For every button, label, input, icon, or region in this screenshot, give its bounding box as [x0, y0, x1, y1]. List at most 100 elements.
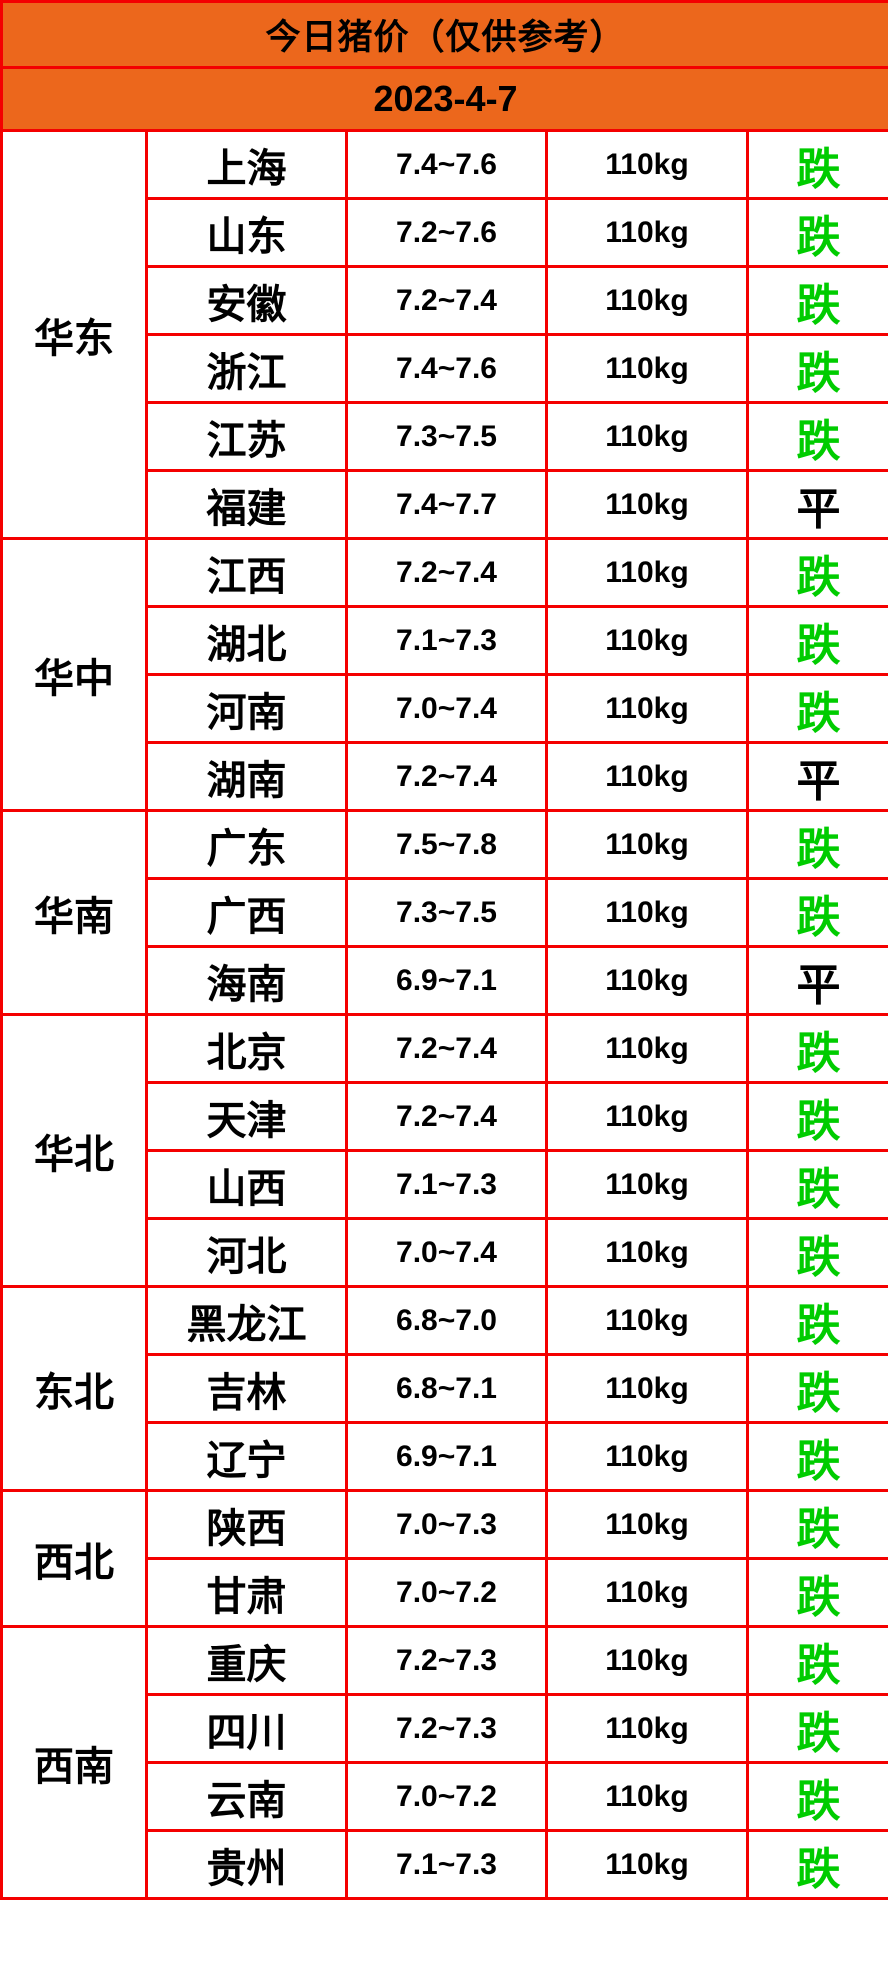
- province-cell: 江苏: [145, 401, 348, 472]
- table-row: 东北 黑龙江 6.8~7.0 110kg 跌: [0, 1285, 888, 1492]
- province-cell: 山东: [145, 197, 348, 268]
- weight-cell: 110kg: [545, 1761, 749, 1832]
- price-cell: 7.3~7.5: [345, 877, 548, 948]
- region-cell: 西北: [0, 1489, 148, 1628]
- region-cell: 西南: [0, 1625, 148, 1900]
- province-cell: 陕西: [145, 1489, 348, 1560]
- table-row: 湖北 7.1~7.3 110kg 跌: [2, 605, 888, 676]
- weight-cell: 110kg: [545, 741, 749, 812]
- status-cell: 跌: [745, 1353, 888, 1424]
- table-row: 江苏 7.3~7.5 110kg 跌: [2, 401, 888, 472]
- table-row: 吉林 6.8~7.1 110kg 跌: [2, 1353, 888, 1424]
- status-cell: 跌: [745, 1625, 888, 1696]
- price-cell: 7.2~7.3: [345, 1625, 548, 1696]
- status-cell: 平: [745, 469, 888, 540]
- weight-cell: 110kg: [545, 469, 749, 540]
- weight-cell: 110kg: [545, 1149, 749, 1220]
- province-cell: 贵州: [145, 1829, 348, 1900]
- price-cell: 6.8~7.1: [345, 1353, 548, 1424]
- region-cell: 东北: [0, 1285, 148, 1492]
- pig-price-table: 今日猪价（仅供参考） 2023-4-7 华东 上海 7.4~7.6 110kg 跌山东 7…: [0, 0, 888, 1900]
- weight-cell: 110kg: [545, 129, 749, 200]
- status-cell: 跌: [745, 1489, 888, 1560]
- weight-cell: 110kg: [545, 1625, 749, 1696]
- province-cell: 海南: [145, 945, 348, 1016]
- region-cell: 华中: [0, 537, 148, 812]
- page-title: 今日猪价（仅供参考）: [0, 0, 888, 69]
- status-cell: 跌: [745, 537, 888, 608]
- table-row: 河北 7.0~7.4 110kg 跌: [2, 1217, 888, 1288]
- price-cell: 6.8~7.0: [345, 1285, 548, 1356]
- status-cell: 跌: [745, 673, 888, 744]
- status-cell: 跌: [745, 1149, 888, 1220]
- price-cell: 7.2~7.4: [345, 265, 548, 336]
- province-cell: 北京: [145, 1013, 348, 1084]
- price-cell: 7.1~7.3: [345, 1829, 548, 1900]
- weight-cell: 110kg: [545, 1557, 749, 1628]
- weight-cell: 110kg: [545, 673, 749, 744]
- table-row: 贵州 7.1~7.3 110kg 跌: [2, 1829, 888, 1900]
- table-row: 山东 7.2~7.6 110kg 跌: [2, 197, 888, 268]
- table-row: 华南 广东 7.5~7.8 110kg 跌: [0, 809, 888, 1016]
- price-cell: 7.0~7.4: [345, 673, 548, 744]
- table-row: 天津 7.2~7.4 110kg 跌: [2, 1081, 888, 1152]
- province-cell: 福建: [145, 469, 348, 540]
- province-cell: 安徽: [145, 265, 348, 336]
- table-row: 广西 7.3~7.5 110kg 跌: [2, 877, 888, 948]
- table-row: 华北 北京 7.2~7.4 110kg 跌: [0, 1013, 888, 1288]
- table-row: 河南 7.0~7.4 110kg 跌: [2, 673, 888, 744]
- province-cell: 云南: [145, 1761, 348, 1832]
- province-cell: 黑龙江: [145, 1285, 348, 1356]
- price-cell: 7.4~7.7: [345, 469, 548, 540]
- province-cell: 湖北: [145, 605, 348, 676]
- table-row: 辽宁 6.9~7.1 110kg 跌: [2, 1421, 888, 1492]
- status-cell: 跌: [745, 1081, 888, 1152]
- status-cell: 跌: [745, 1421, 888, 1492]
- region-cell: 华南: [0, 809, 148, 1016]
- status-cell: 跌: [745, 1761, 888, 1832]
- price-cell: 7.0~7.2: [345, 1557, 548, 1628]
- status-cell: 跌: [745, 877, 888, 948]
- price-cell: 7.2~7.4: [345, 1081, 548, 1152]
- province-cell: 吉林: [145, 1353, 348, 1424]
- status-cell: 跌: [745, 333, 888, 404]
- province-cell: 甘肃: [145, 1557, 348, 1628]
- table-row: 山西 7.1~7.3 110kg 跌: [2, 1149, 888, 1220]
- price-cell: 7.1~7.3: [345, 605, 548, 676]
- table-row: 华东 上海 7.4~7.6 110kg 跌: [0, 129, 888, 540]
- price-cell: 7.0~7.4: [345, 1217, 548, 1288]
- province-cell: 湖南: [145, 741, 348, 812]
- weight-cell: 110kg: [545, 1829, 749, 1900]
- price-cell: 7.2~7.4: [345, 1013, 548, 1084]
- weight-cell: 110kg: [545, 401, 749, 472]
- region-cell: 华东: [0, 129, 148, 540]
- province-cell: 浙江: [145, 333, 348, 404]
- price-cell: 7.2~7.4: [345, 537, 548, 608]
- title-row: 今日猪价（仅供参考）: [0, 0, 888, 69]
- status-cell: 跌: [745, 1285, 888, 1356]
- table-row: 四川 7.2~7.3 110kg 跌: [2, 1693, 888, 1764]
- table-row: 云南 7.0~7.2 110kg 跌: [2, 1761, 888, 1832]
- weight-cell: 110kg: [545, 809, 749, 880]
- date-row: 2023-4-7: [0, 66, 888, 132]
- weight-cell: 110kg: [545, 265, 749, 336]
- province-cell: 天津: [145, 1081, 348, 1152]
- price-cell: 7.2~7.6: [345, 197, 548, 268]
- table-row: 西北 陕西 7.0~7.3 110kg 跌: [0, 1489, 888, 1628]
- weight-cell: 110kg: [545, 877, 749, 948]
- province-cell: 广西: [145, 877, 348, 948]
- status-cell: 跌: [745, 1013, 888, 1084]
- table-row: 安徽 7.2~7.4 110kg 跌: [2, 265, 888, 336]
- table-row: 浙江 7.4~7.6 110kg 跌: [2, 333, 888, 404]
- status-cell: 跌: [745, 1557, 888, 1628]
- table-row: 甘肃 7.0~7.2 110kg 跌: [2, 1557, 888, 1628]
- province-cell: 重庆: [145, 1625, 348, 1696]
- status-cell: 跌: [745, 401, 888, 472]
- price-cell: 7.5~7.8: [345, 809, 548, 880]
- weight-cell: 110kg: [545, 945, 749, 1016]
- status-cell: 跌: [745, 1693, 888, 1764]
- price-cell: 6.9~7.1: [345, 1421, 548, 1492]
- status-cell: 平: [745, 945, 888, 1016]
- weight-cell: 110kg: [545, 1421, 749, 1492]
- table-row: 福建 7.4~7.7 110kg 平: [2, 469, 888, 540]
